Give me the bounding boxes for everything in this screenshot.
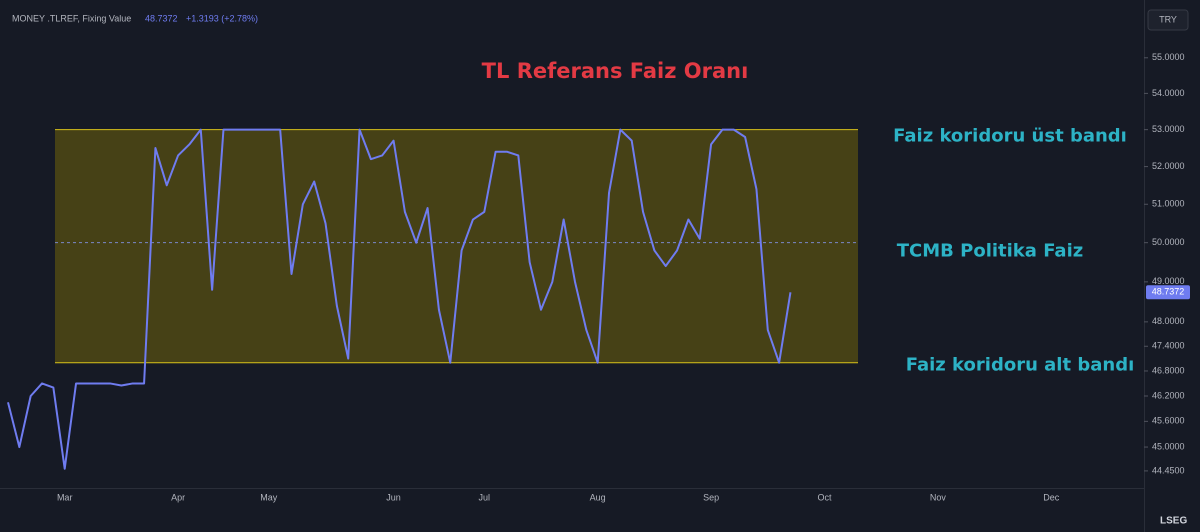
x-tick-label: May: [260, 492, 278, 502]
plot-area: [7, 128, 858, 470]
currency-label[interactable]: TRY: [1159, 14, 1177, 24]
y-tick-label: 49.0000: [1152, 276, 1185, 286]
x-tick-label: Jun: [386, 492, 401, 502]
x-tick-label: Nov: [930, 492, 947, 502]
currency-button[interactable]: [1147, 9, 1189, 31]
header-change: +1.3193 (+2.78%): [186, 13, 258, 23]
y-tick-label: 46.2000: [1152, 390, 1185, 400]
corridor-band: [55, 129, 858, 363]
y-tick-label: 48.0000: [1152, 316, 1185, 326]
x-tick-label: Sep: [703, 492, 719, 502]
header-value: 48.7372: [145, 13, 178, 23]
y-tick-label: 55.0000: [1152, 52, 1185, 62]
x-tick-label: Jul: [479, 492, 491, 502]
y-tick-label: 50.0000: [1152, 237, 1185, 247]
x-tick-label: Oct: [817, 492, 832, 502]
last-value-label: 48.7372: [1152, 287, 1185, 297]
y-tick-label: 54.0000: [1152, 88, 1185, 98]
x-tick-label: Mar: [57, 492, 73, 502]
y-tick-label: 46.8000: [1152, 365, 1185, 375]
annotation-label: Faiz koridoru üst bandı: [893, 126, 1127, 147]
y-tick-label: 44.4500: [1152, 465, 1185, 475]
y-tick-label: 45.6000: [1152, 416, 1185, 426]
chart-title: TL Referans Faiz Oranı: [482, 59, 749, 83]
header-symbol: MONEY .TLREF, Fixing Value: [12, 13, 131, 23]
price-line: [7, 128, 792, 470]
y-tick-label: 45.0000: [1152, 441, 1185, 451]
x-tick-label: Apr: [171, 492, 185, 502]
annotation-label: Faiz koridoru alt bandı: [906, 355, 1135, 376]
annotation-label: TCMB Politika Faiz: [897, 241, 1083, 262]
y-tick-label: 51.0000: [1152, 199, 1185, 209]
y-tick-label: 53.0000: [1152, 124, 1185, 134]
last-value-tag: [1146, 285, 1190, 300]
x-tick-label: Dec: [1043, 492, 1060, 502]
x-tick-label: Aug: [590, 492, 606, 502]
y-tick-label: 52.0000: [1152, 161, 1185, 171]
logo: LSEG: [1160, 516, 1187, 527]
y-tick-label: 47.4000: [1152, 341, 1185, 351]
